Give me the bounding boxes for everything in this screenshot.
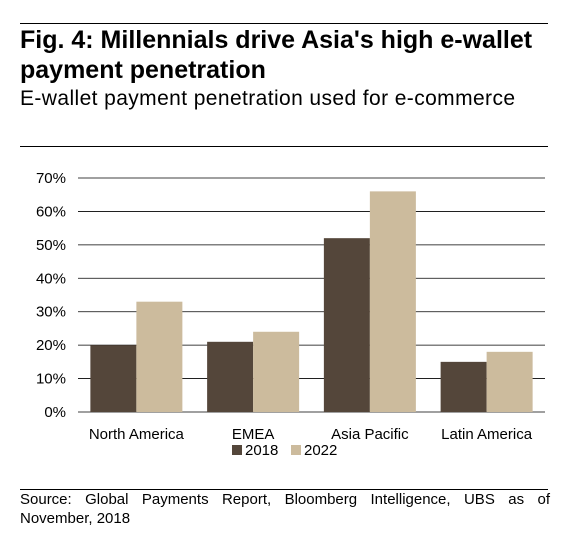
x-axis-category-labels: North America EMEA Asia Pacific Latin Ameri…	[89, 426, 533, 443]
y-tick-label: 20%	[36, 337, 66, 354]
bar-2022-latin-america	[486, 351, 533, 412]
top-rule	[20, 23, 548, 24]
bar-2022-asia-pacific	[369, 191, 416, 412]
source-note: Source: Global Payments Report, Bloomber…	[20, 491, 550, 527]
y-axis-tick-labels: 0% 10% 20% 30% 40% 50% 60% 70%	[36, 170, 66, 421]
y-tick-label: 60%	[36, 203, 66, 220]
x-category-label: North America	[89, 426, 185, 443]
source-rule	[20, 489, 548, 490]
bar-2018-latin-america	[440, 361, 487, 412]
y-tick-label: 30%	[36, 304, 66, 321]
legend-swatch-2022	[291, 445, 301, 455]
y-tick-label: 40%	[36, 270, 66, 287]
bar-2018-asia-pacific	[323, 238, 370, 412]
legend-swatch-2018	[232, 445, 242, 455]
legend: 2018 2022	[232, 442, 337, 459]
x-category-label: Asia Pacific	[331, 426, 409, 443]
figure-title: Fig. 4: Millennials drive Asia's high e-…	[20, 26, 533, 84]
bar-2018-emea	[207, 341, 254, 412]
figure-subtitle: E-wallet payment penetration used for e-…	[20, 87, 516, 110]
legend-label: 2018	[245, 442, 278, 459]
legend-label: 2022	[304, 442, 337, 459]
bar-chart: 0% 10% 20% 30% 40% 50% 60% 70% North America EME…	[36, 170, 545, 459]
bar-2022-north-america	[136, 301, 183, 412]
x-category-label: Latin America	[441, 426, 533, 443]
y-tick-label: 70%	[36, 170, 66, 187]
bar-2022-emea	[253, 331, 300, 412]
y-tick-label: 50%	[36, 237, 66, 254]
bar-2018-north-america	[90, 345, 137, 412]
y-tick-label: 0%	[44, 404, 66, 421]
bars	[90, 191, 533, 412]
y-tick-label: 10%	[36, 371, 66, 388]
header-rule	[20, 146, 548, 147]
x-category-label: EMEA	[232, 426, 275, 443]
